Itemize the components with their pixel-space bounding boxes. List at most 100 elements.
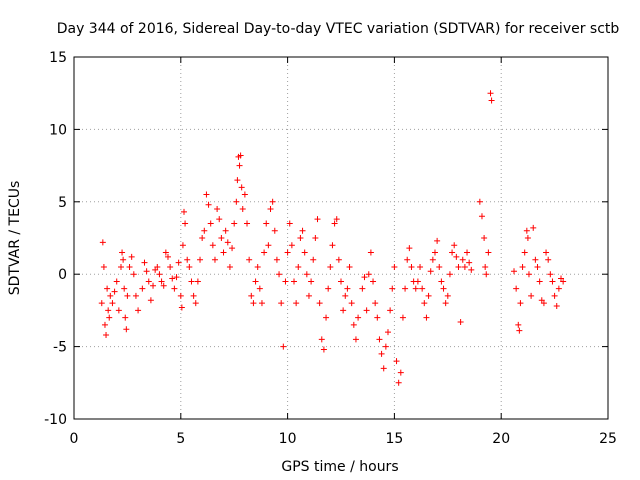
data-point — [248, 292, 255, 299]
data-point — [340, 307, 347, 314]
data-point — [276, 271, 283, 278]
data-point — [115, 307, 122, 314]
data-point — [162, 249, 169, 256]
data-point — [320, 346, 327, 353]
data-point — [397, 369, 404, 376]
data-point — [175, 259, 182, 266]
data-point — [513, 285, 520, 292]
data-point — [291, 278, 298, 285]
data-point — [511, 268, 518, 275]
data-point — [399, 314, 406, 321]
data-point — [241, 191, 248, 198]
data-point — [517, 300, 524, 307]
x-tick-label: 20 — [492, 431, 510, 447]
data-point — [100, 263, 107, 270]
data-point — [372, 300, 379, 307]
data-point — [453, 253, 460, 260]
data-point — [481, 235, 488, 241]
data-point — [560, 278, 567, 285]
data-point — [359, 285, 366, 292]
data-point — [478, 213, 485, 220]
data-point — [214, 206, 221, 213]
data-point — [482, 263, 489, 270]
data-point — [252, 278, 259, 285]
data-point — [412, 285, 419, 292]
data-point — [487, 90, 494, 97]
data-point — [164, 253, 171, 260]
data-point — [451, 242, 458, 249]
data-point — [160, 282, 167, 289]
data-point — [551, 292, 558, 299]
data-point — [109, 300, 116, 307]
data-point — [211, 256, 218, 263]
data-point — [103, 332, 110, 339]
data-point — [436, 263, 443, 270]
data-point — [519, 263, 526, 270]
data-point — [414, 278, 421, 285]
data-point — [350, 321, 357, 328]
data-point — [425, 292, 432, 299]
data-point — [254, 263, 261, 270]
data-point — [188, 278, 195, 285]
data-point — [327, 263, 334, 270]
data-point — [126, 263, 133, 270]
data-point — [124, 292, 131, 299]
data-point — [429, 256, 436, 263]
data-point — [536, 278, 543, 285]
data-point — [267, 206, 274, 213]
data-point — [123, 326, 130, 333]
y-tick-label: 0 — [58, 267, 67, 283]
data-point — [190, 292, 197, 299]
data-point — [250, 300, 257, 307]
data-point — [395, 379, 402, 386]
data-point — [246, 256, 253, 263]
axis-ticks — [73, 56, 609, 420]
data-point — [325, 285, 332, 292]
data-point — [540, 300, 547, 307]
data-point — [111, 288, 118, 295]
data-point — [237, 152, 244, 159]
data-point — [186, 263, 193, 270]
data-point — [238, 184, 245, 191]
data-point — [485, 249, 492, 256]
data-point — [145, 278, 152, 285]
data-point — [459, 256, 466, 263]
data-point — [156, 271, 163, 278]
data-point — [342, 292, 349, 299]
data-point — [555, 285, 562, 292]
x-tick-labels: 0 5 10 15 20 25 — [70, 431, 617, 447]
data-point — [303, 271, 310, 278]
data-point — [122, 314, 129, 321]
data-point — [384, 329, 391, 336]
data-point — [523, 227, 530, 234]
data-point — [483, 271, 490, 278]
data-point — [101, 321, 108, 328]
data-point — [261, 249, 268, 256]
data-point — [476, 198, 483, 205]
data-point — [117, 263, 124, 270]
data-point — [370, 278, 377, 285]
data-point — [226, 263, 233, 270]
data-point — [269, 198, 276, 205]
data-point — [488, 97, 495, 104]
data-point — [335, 256, 342, 263]
data-point — [525, 271, 532, 278]
data-point — [128, 253, 135, 260]
data-point — [299, 227, 306, 234]
data-point — [239, 206, 246, 213]
data-point — [258, 300, 265, 307]
data-point — [534, 263, 541, 270]
plot-frame — [73, 56, 609, 420]
data-point — [331, 220, 338, 227]
data-point — [549, 278, 556, 285]
data-point — [457, 318, 464, 325]
data-point — [218, 235, 225, 241]
data-point — [547, 271, 554, 278]
data-point — [461, 263, 468, 270]
data-point — [288, 242, 295, 249]
data-point — [316, 300, 323, 307]
data-point — [263, 220, 270, 227]
x-tick-label: 25 — [599, 431, 617, 447]
data-point — [139, 285, 146, 292]
data-point — [308, 278, 315, 285]
